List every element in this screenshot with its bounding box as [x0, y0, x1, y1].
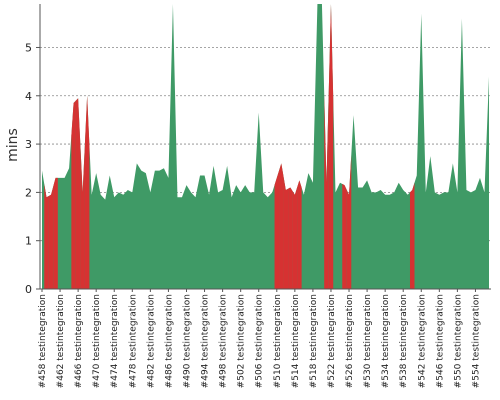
failed-build — [409, 182, 415, 289]
failed-build — [346, 154, 352, 289]
x-tick-label: #550 testintegration — [453, 294, 463, 388]
failed-build — [283, 176, 289, 289]
failed-build — [75, 98, 81, 289]
y-tick-label: 3 — [25, 138, 32, 151]
x-tick-label: #470 testintegration — [92, 294, 102, 388]
duration-area — [41, 3, 490, 289]
x-tick-label: #502 testintegration — [237, 294, 247, 388]
x-tick-label: #542 testintegration — [417, 294, 427, 388]
x-tick-label: #510 testintegration — [273, 294, 283, 388]
y-tick-label: 5 — [25, 41, 32, 54]
failed-build — [274, 170, 280, 289]
y-tick-label: 4 — [25, 90, 32, 103]
x-tick-labels: #458 testintegration #462 testintegration… — [38, 289, 481, 388]
y-tick-labels: 0 1 2 3 4 5 — [25, 41, 32, 296]
x-tick-label: #462 testintegration — [56, 294, 66, 388]
x-tick-label: #482 testintegration — [146, 294, 156, 388]
failed-build — [71, 100, 76, 289]
failed-builds — [44, 4, 415, 289]
y-tick-label: 2 — [25, 186, 32, 199]
x-tick-label: #538 testintegration — [399, 294, 409, 388]
x-tick-label: #466 testintegration — [74, 294, 84, 388]
y-axis-title: mins — [5, 128, 21, 162]
failed-build — [44, 183, 49, 289]
failed-build — [80, 144, 85, 289]
x-tick-label: #478 testintegration — [128, 294, 138, 388]
x-tick-label: #554 testintegration — [471, 294, 481, 388]
failed-build — [292, 187, 298, 289]
x-tick-label: #526 testintegration — [345, 294, 355, 388]
x-tick-label: #518 testintegration — [309, 294, 319, 388]
duration-area-fill — [42, 4, 489, 289]
x-tick-label: #514 testintegration — [291, 294, 301, 388]
failed-build — [279, 163, 284, 289]
failed-build — [288, 187, 293, 289]
x-tick-label: #474 testintegration — [110, 294, 120, 388]
failed-build — [328, 4, 334, 289]
failed-build — [84, 95, 90, 289]
x-tick-label: #490 testintegration — [182, 294, 192, 388]
failed-build — [48, 186, 54, 289]
x-tick-label: #494 testintegration — [201, 294, 211, 388]
x-tick-label: #498 testintegration — [219, 294, 229, 388]
x-tick-label: #522 testintegration — [327, 294, 337, 388]
x-tick-label: #534 testintegration — [381, 294, 391, 388]
x-tick-label: #486 testintegration — [164, 294, 174, 388]
y-tick-label: 0 — [25, 283, 32, 296]
axes — [39, 4, 491, 290]
y-tick-label: 1 — [25, 235, 32, 248]
x-tick-label: #546 testintegration — [435, 294, 445, 388]
failed-build — [324, 93, 329, 289]
x-tick-label: #506 testintegration — [255, 294, 265, 388]
failed-build — [297, 180, 302, 289]
x-tick-label: #530 testintegration — [363, 294, 373, 388]
x-tick-label: #458 testintegration — [38, 294, 48, 388]
failed-build — [53, 177, 58, 289]
failed-build — [342, 183, 347, 289]
